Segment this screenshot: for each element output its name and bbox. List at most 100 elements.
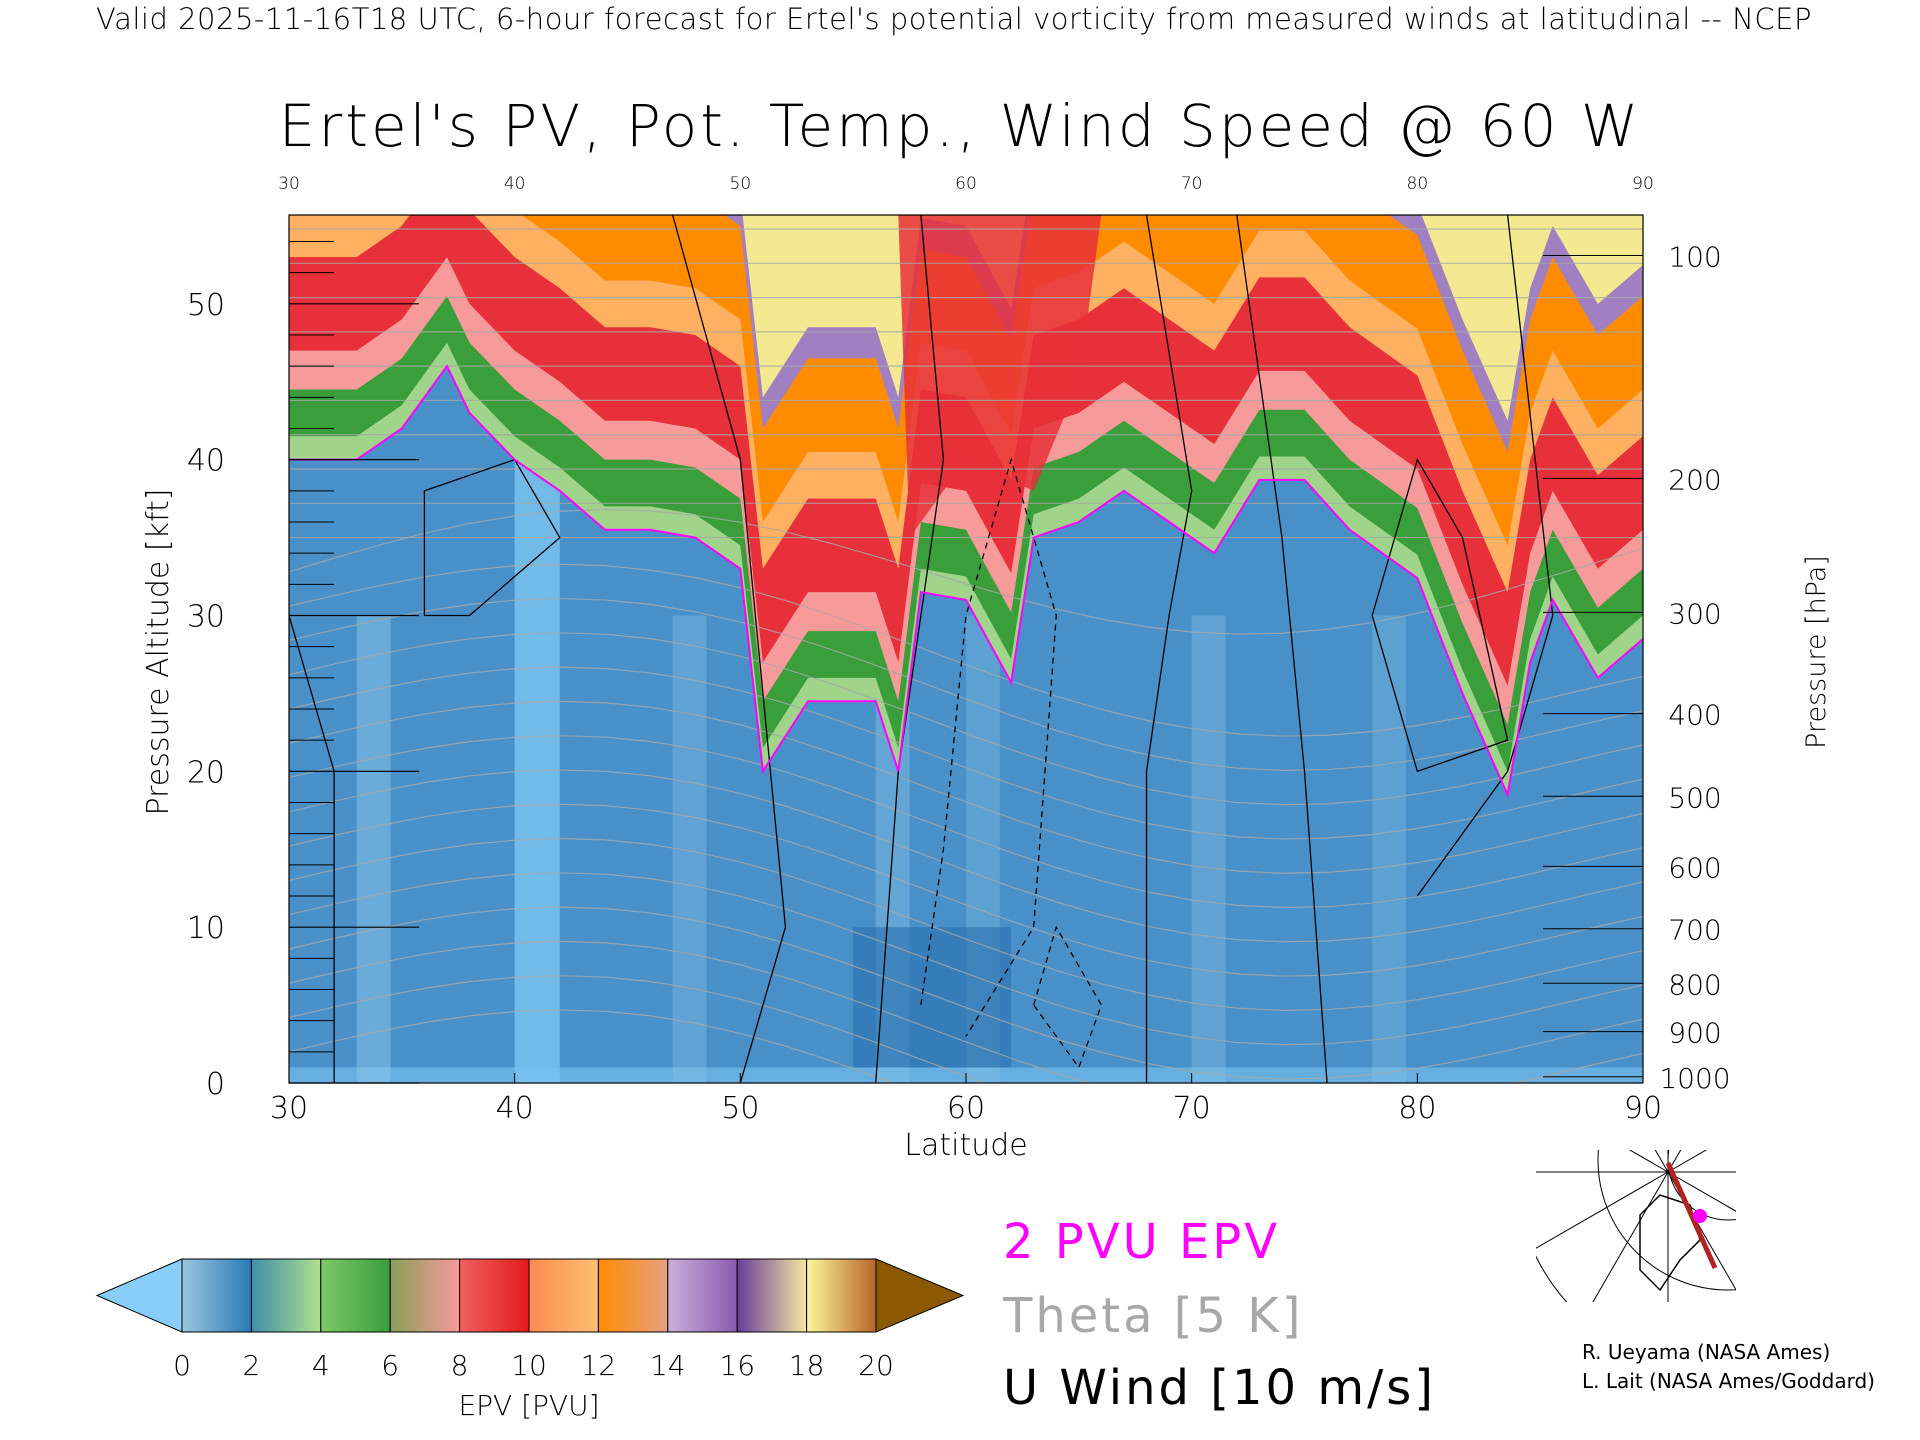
pressure-tick-label: 900 — [1668, 1017, 1721, 1050]
locator-map — [1536, 1150, 1736, 1302]
map-coastline — [1639, 1194, 1701, 1292]
x-tick-label: 70 — [1173, 1091, 1211, 1126]
colorbar-segment — [320, 1258, 391, 1333]
plot-field — [289, 215, 1643, 1083]
theta-contour — [289, 837, 1643, 1011]
y-tick-label: 40 — [187, 444, 225, 479]
top-x-tick-label: 80 — [1407, 174, 1429, 194]
colorbar-tick-label: 10 — [511, 1349, 547, 1382]
colorbar-tick-label: 4 — [312, 1349, 330, 1382]
y-tick-label: 30 — [187, 599, 225, 634]
colorbar-tick-label: 18 — [789, 1349, 825, 1382]
pv-layer-4 — [289, 215, 1643, 593]
colorbar-segment — [806, 1258, 877, 1333]
pressure-tick-label: 600 — [1668, 851, 1721, 884]
colorbar-tick-label: 14 — [650, 1349, 686, 1382]
colorbar-tick-label: 20 — [858, 1349, 894, 1382]
pressure-tick-label: 1000 — [1659, 1062, 1730, 1095]
colorbar-segment — [597, 1258, 669, 1333]
credit-2: L. Lait (NASA Ames/Goddard) — [1582, 1369, 1875, 1393]
colorbar-segment — [528, 1258, 599, 1333]
pressure-tick-label: 100 — [1668, 241, 1721, 274]
map-location-dot — [1693, 1209, 1707, 1223]
x-tick-label: 60 — [947, 1091, 985, 1126]
y-tick-label: 20 — [187, 755, 225, 790]
wind-contour-1 — [423, 458, 561, 617]
colorbar-over-arrow — [875, 1258, 965, 1333]
theta-contour — [289, 803, 1643, 977]
pressure-tick-label: 800 — [1668, 968, 1721, 1001]
theta-contour — [289, 940, 1643, 1083]
theta-contour — [289, 508, 1643, 635]
x-tick-label: 80 — [1398, 1091, 1436, 1126]
pressure-tick-label: 200 — [1668, 463, 1721, 496]
x-tick-label: 90 — [1624, 1091, 1662, 1126]
colorbar-under-arrow — [95, 1258, 183, 1333]
map-meridian — [1592, 1171, 1669, 1302]
wind-contour-7 — [1371, 458, 1509, 773]
pressure-tick-label: 400 — [1668, 699, 1721, 732]
chart-title: Ertel's PV, Pot. Temp., Wind Speed @ 60 … — [278, 92, 1642, 160]
y2-axis-label: Pressure [hPa] — [1801, 555, 1832, 749]
top-x-tick-label: 40 — [504, 174, 526, 194]
colorbar-tick-label: 0 — [173, 1349, 191, 1382]
x-tick-label: 40 — [496, 1091, 534, 1126]
legend-theta: Theta [5 K] — [1003, 1288, 1304, 1344]
colorbar-tick-label: 8 — [451, 1349, 469, 1382]
pressure-tick-label: 700 — [1668, 914, 1721, 947]
colorbar-tick-label: 2 — [242, 1349, 260, 1382]
legend-wind: U Wind [10 m/s] — [1003, 1360, 1437, 1416]
x-tick-label: 30 — [270, 1091, 308, 1126]
map-latitude-circle — [1597, 1150, 1736, 1291]
light-band-0 — [356, 615, 391, 1083]
colorbar-tick-label: 12 — [581, 1349, 617, 1382]
colorbar-segment — [667, 1258, 738, 1333]
wind-contour-5 — [1236, 215, 1328, 1083]
credit-1: R. Ueyama (NASA Ames) — [1582, 1340, 1831, 1364]
pressure-tick-label: 500 — [1668, 781, 1721, 814]
wind-contour-easterly-0 — [920, 457, 1057, 1037]
y-tick-label: 10 — [187, 911, 225, 946]
theta-contour — [289, 872, 1643, 1046]
theta-contour — [289, 632, 1643, 806]
colorbar-tick-label: 6 — [381, 1349, 399, 1382]
map-body — [1536, 1150, 1736, 1302]
y-axis-label: Pressure Altitude [kft] — [141, 489, 176, 816]
theta-contour — [289, 597, 1643, 771]
legend-pvu: 2 PVU EPV — [1003, 1214, 1281, 1270]
top-x-tick-label: 30 — [278, 174, 300, 194]
wind-contour-4 — [1145, 215, 1193, 1083]
y-tick-label: 50 — [187, 288, 225, 323]
top-x-tick-label: 70 — [1181, 174, 1203, 194]
top-x-tick-label: 90 — [1632, 174, 1654, 194]
map-meridian — [1667, 1171, 1736, 1212]
y-tick-label: 0 — [206, 1067, 225, 1102]
map-section-line — [1665, 1161, 1718, 1270]
dark-band — [853, 927, 1012, 1068]
colorbar-segment — [250, 1258, 322, 1333]
theta-contour — [289, 769, 1643, 943]
header-valid-line: Valid 2025-11-16T18 UTC, 6-hour forecast… — [96, 2, 1812, 36]
wind-contour-2 — [672, 215, 787, 1083]
wind-contour-3 — [875, 215, 945, 1083]
colorbar-label: EPV [PVU] — [458, 1389, 599, 1422]
theta-contour — [289, 563, 1643, 737]
colorbar-segment — [459, 1258, 530, 1333]
theta-contour — [289, 906, 1643, 1080]
pressure-tick-label: 300 — [1668, 597, 1721, 630]
light-band-5 — [1372, 615, 1407, 1083]
colorbar-segment — [736, 1258, 808, 1333]
x-axis-label: Latitude — [904, 1128, 1027, 1163]
top-x-tick-label: 60 — [955, 174, 977, 194]
colorbar-segment — [389, 1258, 461, 1333]
top-x-tick-label: 50 — [730, 174, 752, 194]
x-tick-label: 50 — [721, 1091, 759, 1126]
colorbar-tick-label: 16 — [719, 1349, 755, 1382]
theta-contour — [289, 735, 1643, 909]
red-intrusion — [898, 215, 1102, 538]
light-band-4 — [1191, 615, 1226, 1083]
map-meridian — [1536, 1171, 1669, 1249]
theta-contour — [289, 700, 1643, 874]
pvu-2-contour — [289, 364, 1643, 799]
